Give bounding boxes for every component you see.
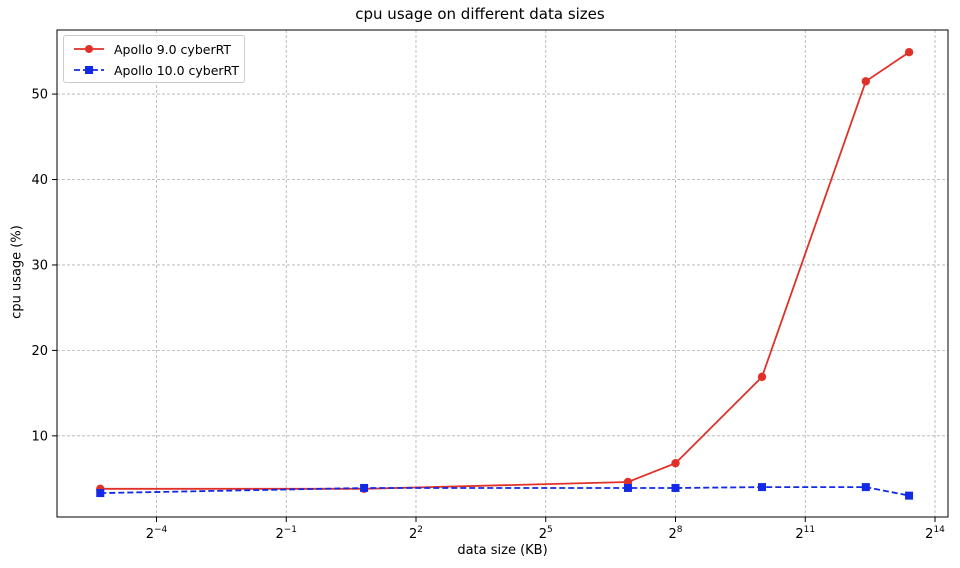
- x-tick-label-exponent: −1: [284, 525, 297, 535]
- legend-label-series-2: Apollo 10.0 cyberRT: [114, 62, 239, 78]
- x-tick-label: 25: [539, 525, 553, 542]
- legend: Apollo 9.0 cyberRT Apollo 10.0 cyberRT: [63, 35, 245, 83]
- y-tick-label: 50: [31, 88, 48, 103]
- y-tick-label: 30: [31, 258, 48, 273]
- data-point-square: [758, 483, 767, 492]
- data-point-square: [360, 483, 369, 492]
- series-2: [96, 483, 914, 500]
- x-tick-label-exponent: 5: [547, 525, 553, 535]
- x-axis-label: data size (KB): [457, 543, 548, 558]
- grid-lines: [57, 30, 948, 517]
- data-point-circle: [671, 458, 680, 468]
- y-tick-label: 20: [31, 344, 48, 359]
- legend-swatch-circle-icon: [74, 45, 104, 53]
- data-point-circle: [904, 48, 914, 57]
- legend-label-series-1: Apollo 9.0 cyberRT: [114, 41, 231, 57]
- x-tick-label: 214: [925, 525, 945, 542]
- data-point-circle: [861, 77, 871, 86]
- y-tick-label: 10: [31, 429, 48, 444]
- series-group: [96, 48, 914, 500]
- x-tick-label-exponent: 11: [804, 525, 815, 535]
- data-point-square: [905, 491, 914, 500]
- legend-swatch-square-icon: [74, 66, 104, 74]
- legend-entry-series-2: Apollo 10.0 cyberRT: [72, 60, 239, 80]
- chart-title: cpu usage on different data sizes: [355, 5, 605, 23]
- data-point-square: [623, 483, 632, 492]
- x-tick-label-exponent: −4: [154, 525, 168, 535]
- x-tick-label: 211: [795, 525, 815, 542]
- data-point-square: [861, 483, 870, 492]
- data-point-square: [671, 483, 680, 492]
- data-point-square: [96, 489, 105, 498]
- x-tick-label-exponent: 8: [677, 525, 683, 535]
- x-tick-label: 28: [669, 525, 683, 542]
- legend-entry-series-1: Apollo 9.0 cyberRT: [72, 39, 231, 59]
- y-tick-label: 40: [31, 173, 48, 188]
- data-point-circle: [757, 372, 767, 382]
- x-tick-label: 2−4: [146, 525, 168, 542]
- series-1: [96, 48, 914, 494]
- x-tick-label: 22: [409, 525, 423, 542]
- y-axis-label: cpu usage (%): [9, 225, 25, 319]
- x-tick-label: 2−1: [275, 525, 297, 542]
- x-tick-label-exponent: 14: [933, 525, 945, 535]
- plot-frame: [56, 29, 949, 518]
- series-line: [100, 51, 910, 490]
- x-tick-label-exponent: 2: [417, 525, 423, 535]
